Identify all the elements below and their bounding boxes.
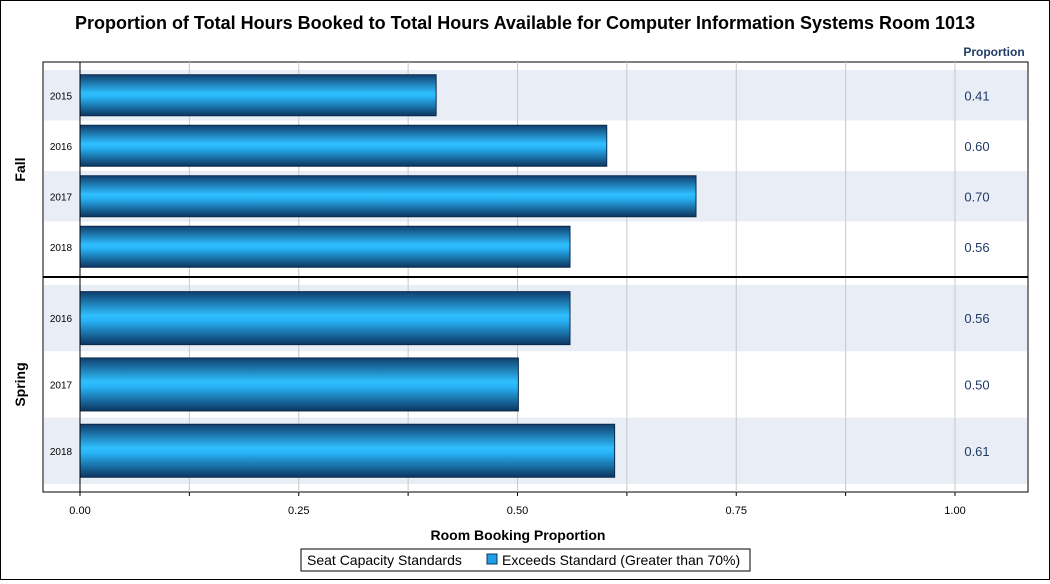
value-label: 0.70: [964, 189, 989, 204]
x-axis-title: Room Booking Proportion: [431, 527, 606, 543]
value-label: 0.50: [964, 377, 989, 392]
bar-fall-2016: [79, 124, 608, 167]
category-label: 2016: [50, 142, 73, 153]
bar-fall-2015: [79, 74, 437, 117]
bar-spring-2017: [79, 357, 519, 412]
x-tick-label: 0.00: [69, 505, 90, 517]
legend-title: Seat Capacity Standards: [307, 552, 462, 568]
x-tick-label: 0.25: [288, 505, 309, 517]
value-label: 0.41: [964, 88, 989, 103]
value-label: 0.60: [964, 139, 989, 154]
value-label: 0.56: [964, 240, 989, 255]
category-label: 2018: [50, 243, 73, 254]
group-label-fall: Fall: [12, 157, 28, 181]
category-label: 2018: [50, 447, 73, 458]
category-label: 2017: [50, 192, 73, 203]
category-label: 2015: [50, 91, 73, 102]
x-tick-label: 0.75: [726, 505, 747, 517]
bar-fall-2018: [79, 225, 571, 268]
value-label: 0.56: [964, 311, 989, 326]
bar-spring-2018: [79, 423, 616, 478]
category-label: 2016: [50, 314, 73, 325]
x-tick-label: 1.00: [944, 505, 965, 517]
legend-swatch: [486, 553, 498, 565]
legend: Seat Capacity Standards Exceeds Standard…: [300, 548, 751, 572]
legend-box: [300, 548, 751, 572]
group-label-spring: Spring: [12, 362, 28, 406]
category-label: 2017: [50, 380, 73, 391]
chart-title: Proportion of Total Hours Booked to Tota…: [75, 13, 975, 33]
legend-entry-label: Exceeds Standard (Greater than 70%): [502, 552, 740, 568]
x-tick-label: 0.50: [507, 505, 528, 517]
value-label: 0.61: [964, 444, 989, 459]
bar-fall-2017: [79, 175, 697, 218]
value-column-header: Proportion: [963, 45, 1024, 59]
bar-spring-2016: [79, 291, 571, 346]
